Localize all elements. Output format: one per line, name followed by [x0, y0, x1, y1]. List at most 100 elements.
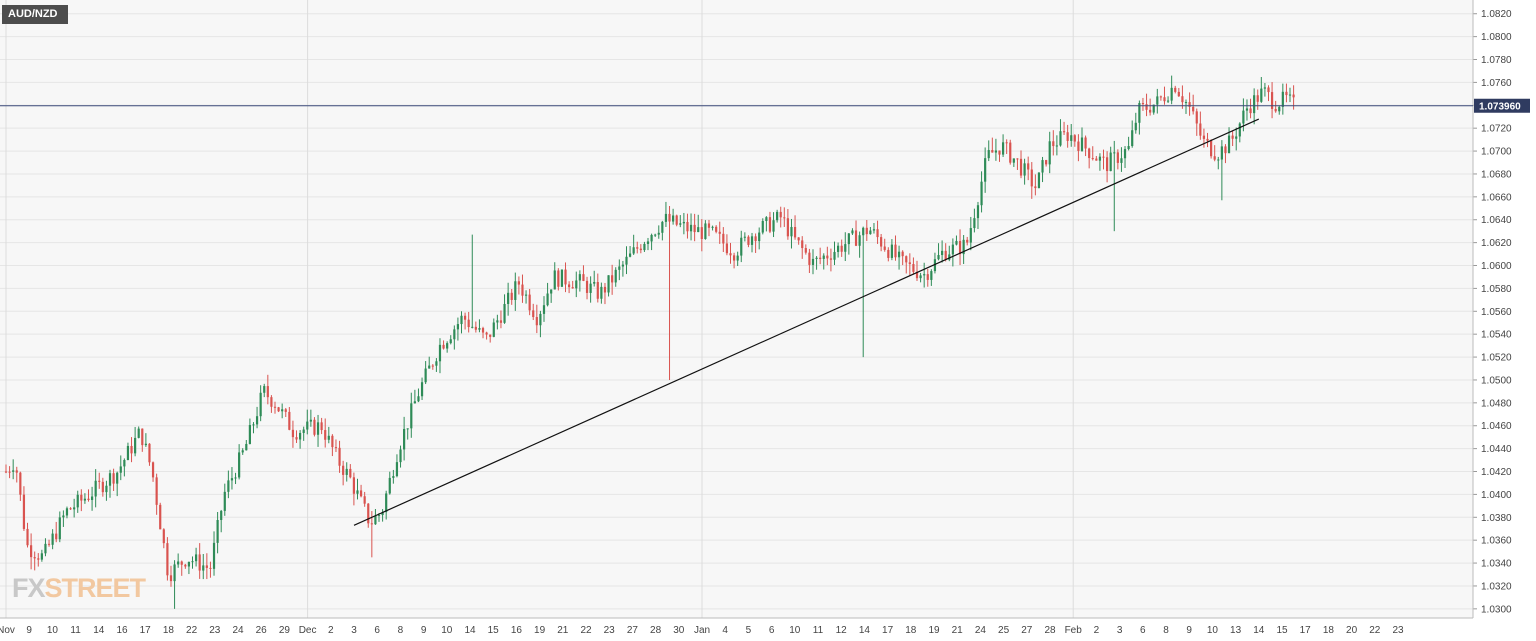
y-tick-label: 1.0380 — [1481, 513, 1512, 524]
y-tick-label: 1.0460 — [1481, 421, 1512, 432]
x-tick-label: 30 — [673, 625, 685, 636]
candle-body — [679, 223, 682, 225]
candle-body — [1098, 156, 1102, 161]
candle-body — [768, 217, 772, 232]
candle-body — [958, 240, 962, 255]
x-tick-label: 23 — [1392, 625, 1404, 636]
x-tick-label: 26 — [256, 625, 268, 636]
candle-body — [12, 470, 15, 472]
candle-body — [808, 252, 811, 265]
candle-body — [1166, 100, 1170, 102]
x-tick-label: 2 — [328, 625, 334, 636]
candle-body — [108, 473, 112, 486]
candle-body — [324, 430, 327, 440]
trendline — [353, 118, 1260, 526]
candle-body — [302, 429, 305, 433]
candle-body — [933, 259, 937, 272]
x-tick-label: 6 — [769, 625, 775, 636]
candle-body — [661, 221, 664, 233]
candle-body — [4, 471, 8, 473]
candle-body — [116, 472, 119, 484]
candle-body — [277, 407, 280, 412]
candle-body — [1270, 92, 1274, 109]
candle-body — [962, 239, 965, 255]
candle-body — [743, 236, 746, 238]
candle-body — [937, 255, 940, 260]
x-tick-label: 3 — [351, 625, 357, 636]
candle-body — [1095, 158, 1098, 161]
candle-body — [449, 339, 452, 344]
candle-body — [736, 255, 739, 261]
candle-body — [646, 241, 650, 244]
candle-body — [1145, 104, 1148, 110]
candle-body — [908, 262, 911, 265]
candle-body — [424, 368, 427, 383]
candle-body — [718, 231, 721, 234]
candle-body — [829, 258, 833, 260]
candle-body — [1181, 96, 1184, 103]
candle-body — [141, 428, 144, 446]
candle-body — [600, 286, 603, 299]
candle-body — [467, 319, 470, 328]
candle-body — [758, 232, 761, 242]
candle-body — [55, 533, 58, 540]
y-tick-label: 1.0340 — [1481, 559, 1512, 570]
candle-body — [155, 477, 158, 505]
candle-body — [8, 471, 11, 473]
candle-body — [309, 419, 312, 422]
candle-body — [273, 406, 277, 408]
x-tick-label: 29 — [279, 625, 291, 636]
candle-body — [926, 274, 929, 280]
y-tick-label: 1.0500 — [1481, 375, 1512, 386]
x-tick-label: 9 — [1186, 625, 1192, 636]
candle-body — [546, 293, 549, 306]
x-tick-label: Jan — [694, 625, 710, 636]
candle-body — [485, 332, 488, 335]
candle-body — [349, 468, 352, 478]
candle-body — [897, 251, 901, 258]
candle-body — [611, 275, 614, 283]
x-tick-label: 10 — [441, 625, 453, 636]
x-tick-label: 23 — [209, 625, 221, 636]
candle-body — [19, 472, 22, 495]
x-tick-label: 9 — [421, 625, 427, 636]
y-tick-label: 1.0540 — [1481, 330, 1512, 341]
candle-body — [345, 468, 348, 475]
current-price-label-bg — [1474, 98, 1530, 113]
candle-body — [722, 233, 725, 244]
candle-body — [507, 292, 510, 304]
candle-body — [1055, 145, 1058, 147]
candle-body — [966, 239, 969, 243]
candle-body — [564, 269, 567, 285]
candle-body — [707, 223, 711, 228]
candle-body — [428, 365, 431, 369]
x-tick-label: 13 — [1230, 625, 1242, 636]
candle-body — [532, 310, 535, 318]
x-tick-label: Feb — [1065, 625, 1083, 636]
candle-body — [456, 324, 460, 330]
y-tick-label: 1.0580 — [1481, 284, 1512, 295]
candle-body — [130, 445, 133, 454]
candle-body — [403, 428, 406, 450]
x-tick-label: 10 — [47, 625, 59, 636]
candle-body — [352, 477, 356, 494]
candle-body — [582, 274, 585, 281]
candle-body — [815, 257, 818, 259]
candle-body — [446, 343, 449, 349]
candle-body — [385, 493, 388, 513]
candle-body — [772, 220, 775, 232]
candle-body — [238, 452, 241, 478]
candle-body — [1245, 108, 1249, 111]
candle-body — [266, 386, 269, 398]
candle-body — [1177, 91, 1180, 97]
candle-body — [524, 294, 528, 296]
candle-body — [944, 250, 947, 260]
x-tick-label: Dec — [299, 625, 317, 636]
candle-body — [503, 303, 506, 323]
candle-body — [514, 281, 517, 300]
candle-body — [761, 221, 764, 233]
candle-body — [1027, 163, 1030, 170]
candle-body — [123, 459, 126, 467]
candle-body — [686, 221, 689, 232]
